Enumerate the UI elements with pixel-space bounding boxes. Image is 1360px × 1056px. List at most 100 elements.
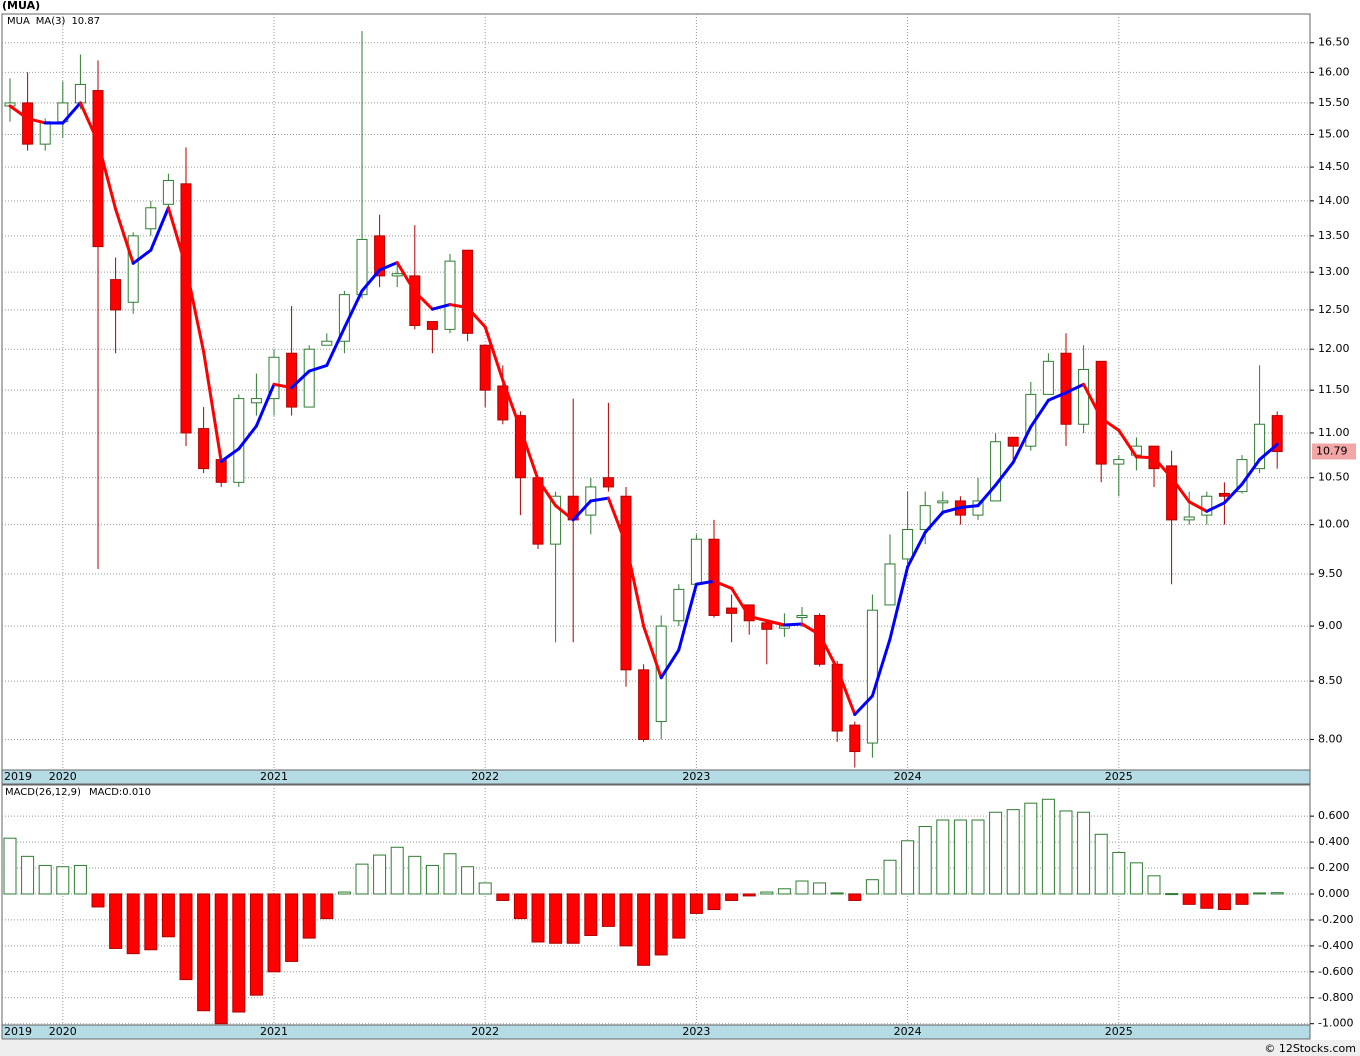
x-tick-label: 2020 (49, 1025, 77, 1038)
macd-bar (425, 864, 439, 895)
ma-segment (501, 378, 522, 431)
ma-segment (888, 565, 910, 641)
ma-segment (571, 499, 593, 522)
x-tick-label: 2025 (1105, 770, 1133, 783)
macd-bar (549, 893, 563, 944)
candle-body (743, 604, 755, 622)
y-tick-label: 13.00 (1318, 265, 1350, 278)
x-tick-label: 2021 (260, 1025, 288, 1038)
candle-body (444, 260, 456, 330)
candle-body (1183, 516, 1195, 521)
ma-segment (730, 586, 751, 619)
macd-bar (232, 893, 246, 1013)
y-tick-label: -0.600 (1318, 965, 1353, 978)
macd-bar (637, 893, 651, 966)
candle-body (426, 321, 438, 330)
candle-body (303, 348, 315, 408)
macd-bar (1253, 892, 1267, 895)
x-tick-label: 2023 (682, 770, 710, 783)
ma-segment (1011, 425, 1033, 464)
ma-segment (8, 104, 30, 121)
macd-bar (1059, 810, 1073, 895)
ma-segment (430, 303, 452, 311)
ma-segment (782, 622, 804, 627)
macd-bar (285, 893, 299, 962)
ma-segment (184, 265, 206, 354)
ma-segment (906, 530, 927, 569)
legend-item: MUA (7, 16, 30, 27)
macd-bar (725, 893, 739, 901)
candle-body (250, 398, 262, 404)
ma-segment (536, 478, 558, 508)
candle-body (1166, 465, 1178, 521)
macd-bar (848, 893, 862, 901)
candle-body (391, 273, 403, 277)
ma-segment (448, 303, 470, 310)
ma-segment (659, 648, 681, 680)
macd-bar (478, 882, 492, 895)
candle-body (796, 614, 808, 619)
ma-segment (642, 624, 663, 680)
candle-body (215, 459, 227, 483)
x-tick-label: 2023 (682, 1025, 710, 1038)
candle-body (902, 529, 914, 560)
macd-bar (1182, 893, 1196, 905)
candle-body (374, 235, 386, 277)
y-tick-label: 15.50 (1318, 96, 1350, 109)
ma-segment (694, 579, 716, 586)
ma-segment (166, 206, 188, 269)
macd-bar (865, 879, 879, 895)
macd-bar (1165, 893, 1179, 896)
ma-segment (1187, 500, 1209, 513)
candle-body (198, 428, 210, 470)
ma-segment (272, 382, 294, 390)
macd-bar (443, 853, 457, 895)
macd-bar (1024, 802, 1038, 895)
ma-segment (1222, 482, 1244, 505)
macd-bar (813, 882, 827, 895)
candle-body (1113, 459, 1125, 465)
footer-strip (0, 1040, 1360, 1056)
legend-item: 10.87 (71, 16, 100, 27)
ma-segment (606, 496, 628, 546)
candle-body (1042, 360, 1054, 395)
ma-segment (518, 427, 540, 482)
ma-segment (114, 207, 135, 265)
candle-body (690, 538, 702, 585)
candle-body (1254, 423, 1266, 470)
y-tick-label: -0.200 (1318, 913, 1353, 926)
macd-bar (267, 893, 281, 973)
macd-bar (249, 893, 263, 996)
ma-segment (466, 306, 487, 329)
candle-body (268, 356, 280, 400)
macd-bar (355, 863, 369, 895)
footer: © 12Stocks.com (1264, 1042, 1356, 1055)
x-tick-label: 2024 (894, 770, 922, 783)
y-tick-label: 11.50 (1318, 383, 1350, 396)
x-axis-band (1, 1024, 1311, 1040)
macd-bar (1129, 862, 1143, 895)
candle-body (937, 500, 949, 504)
ma-segment (325, 326, 346, 367)
macd-bar (197, 893, 211, 1012)
ma-segment (237, 424, 258, 451)
macd-bar (989, 811, 1003, 895)
macd-bar (1006, 809, 1020, 895)
candle-body (1201, 495, 1213, 516)
x-tick-label: 2025 (1105, 1025, 1133, 1038)
ma-segment (131, 248, 153, 265)
ma-segment (395, 261, 417, 294)
last-price-label: 10.79 (1316, 445, 1348, 458)
ma-segment (149, 206, 170, 252)
macd-bar (971, 819, 985, 895)
macd-bar (830, 892, 844, 895)
y-tick-label: 8.50 (1318, 674, 1343, 687)
macd-bar (777, 888, 791, 895)
x-axis-band (1, 769, 1311, 785)
candle-body (39, 121, 51, 145)
x-tick-label: 2019 (4, 770, 32, 783)
macd-bar (513, 893, 527, 920)
macd-bar (1112, 851, 1126, 895)
ma-segment (994, 460, 1015, 487)
